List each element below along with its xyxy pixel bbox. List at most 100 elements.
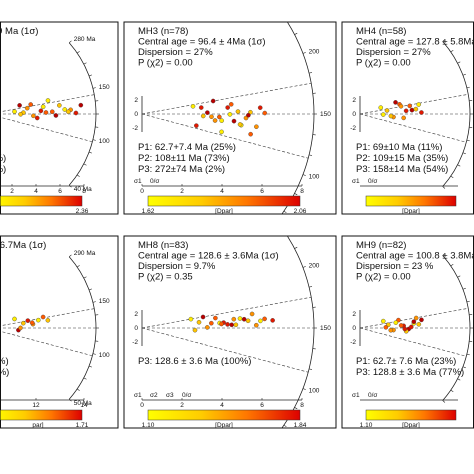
grain-point <box>228 102 234 107</box>
grain-point <box>21 320 26 326</box>
stats-line: Dispersion = 27% <box>356 47 431 58</box>
peak-line-label: P1: 69±10 Ma (11%) <box>356 142 442 153</box>
arc-tick <box>462 287 466 290</box>
colorbar-label: [Dpar] <box>402 208 420 215</box>
grain-point <box>227 112 233 117</box>
panel-bottom-left: 290 Ma 150 100 50 Ma 7 ± 6.7Ma (1σ) (11%)(89%… <box>0 235 119 429</box>
peak-line <box>141 296 312 329</box>
grain-point <box>219 321 224 327</box>
x-top-tick-label: σ1 <box>134 392 142 399</box>
panel-content: 280 Ma 150 100 40 Ma ±5.9 Ma (1σ) 5%)17%)78%)… <box>0 26 110 214</box>
grain-point <box>209 320 214 326</box>
grain-point <box>378 105 384 110</box>
grain-point <box>18 325 23 331</box>
panel-top-right: 2 0 -2 MH4 (n=58)Central age = 127.8 ± 5.8M… <box>341 21 474 215</box>
stats-line: ±5.9 Ma (1σ) <box>0 26 38 37</box>
radial-tick-label: 200 <box>309 48 320 55</box>
grain-point <box>225 322 230 327</box>
grain-point <box>407 103 413 109</box>
arc-tick <box>302 52 306 54</box>
peak-line <box>359 327 467 357</box>
arc-tick <box>457 164 461 167</box>
arc-tick <box>88 151 92 154</box>
dpar-colorbar <box>0 195 83 207</box>
grain-point <box>249 311 255 317</box>
y-tick-label: 0 <box>352 111 356 118</box>
grain-point <box>388 113 394 119</box>
peak-line-label: P1: 62.7+7.4 Ma (25%) <box>138 142 236 153</box>
arc-tick <box>83 377 87 380</box>
grain-point <box>219 118 224 123</box>
radial-tick-label: 100 <box>309 388 320 395</box>
arc-tick <box>442 186 446 189</box>
peak-line <box>0 117 93 143</box>
arc-tick <box>308 154 313 156</box>
arc-tick <box>294 32 298 35</box>
grain-point <box>200 113 206 119</box>
age-arc <box>442 41 471 187</box>
grain-point <box>235 109 241 114</box>
x-tick-label: 14 <box>80 402 88 409</box>
stats-line: MH8 (n=83) <box>138 240 188 251</box>
grain-point <box>402 326 408 332</box>
y-tick-label: 2 <box>134 97 138 104</box>
peak-line <box>141 82 312 115</box>
grain-point <box>413 315 419 321</box>
colorbar-label: par] <box>32 422 43 429</box>
grain-point <box>262 316 267 322</box>
peak-line-label: 5%) <box>0 142 1 153</box>
y-tick-label: -2 <box>350 339 356 346</box>
grain-point <box>254 322 259 328</box>
arc-tick <box>466 353 470 356</box>
arc-tick <box>308 286 313 288</box>
grain-point <box>40 104 46 110</box>
grain-point <box>209 114 214 120</box>
grain-point <box>192 327 198 333</box>
grain-point <box>62 107 68 112</box>
arc-tick <box>88 365 92 368</box>
arc-tick <box>92 87 96 89</box>
y-tick-label: 0 <box>134 325 138 332</box>
grain-point <box>237 316 243 321</box>
grain-point <box>212 118 218 123</box>
grain-point <box>225 105 230 110</box>
peak-line-label: P3: 158±14 Ma (54%) <box>356 164 448 175</box>
stats-line: P (χ2) = 0.00 <box>356 272 411 283</box>
radial-tick-label: 150 <box>320 325 331 332</box>
arc-tick <box>450 389 454 393</box>
grain-point <box>254 124 259 130</box>
x-tick-label: 0 <box>140 402 144 409</box>
radial-tick-label: 50 Ma <box>74 400 92 407</box>
grain-point <box>231 118 237 124</box>
grain-point <box>34 115 40 121</box>
grain-point <box>205 110 210 115</box>
grain-point <box>29 320 35 326</box>
colorbar-max: 2.06 <box>294 208 307 215</box>
x-tick-label: 6 <box>260 402 264 409</box>
radial-tick-label: 150 <box>99 298 110 305</box>
x-tick-label: 2 <box>180 402 184 409</box>
colorbar-label: [Dpar] <box>402 422 420 429</box>
radial-tick-label: 40 Ma <box>74 186 92 193</box>
grain-point <box>411 319 417 324</box>
grain-point <box>196 319 202 325</box>
radial-tick-label: 100 <box>99 352 110 359</box>
x-top-tick-label: σ1 <box>352 178 360 185</box>
panel-content: 2 0 -2 MH4 (n=58)Central age = 127.8 ± 5.8M… <box>350 26 473 215</box>
colorbar-label: [Dpar] <box>215 208 233 215</box>
peak-line <box>359 94 469 115</box>
arc-tick <box>76 51 80 54</box>
arc-tick <box>68 40 72 44</box>
y-tick-label: 2 <box>134 311 138 318</box>
panel-bottom-right: 2 0 -2 MH9 (n=82)Central age = 100.8 ± 3.8M… <box>341 235 474 429</box>
peak-line-label: (11%) <box>0 356 9 367</box>
y-tick-label: -2 <box>132 125 138 132</box>
colorbar-min: 1.62 <box>142 208 155 215</box>
x-top-tick-label: 0/σ <box>182 392 191 399</box>
stats-line: Dispersion = 23 % <box>356 261 434 272</box>
arc-tick <box>88 288 92 291</box>
grain-point <box>12 316 17 322</box>
peak-line-label: P2: 108±11 Ma (73%) <box>138 153 230 164</box>
